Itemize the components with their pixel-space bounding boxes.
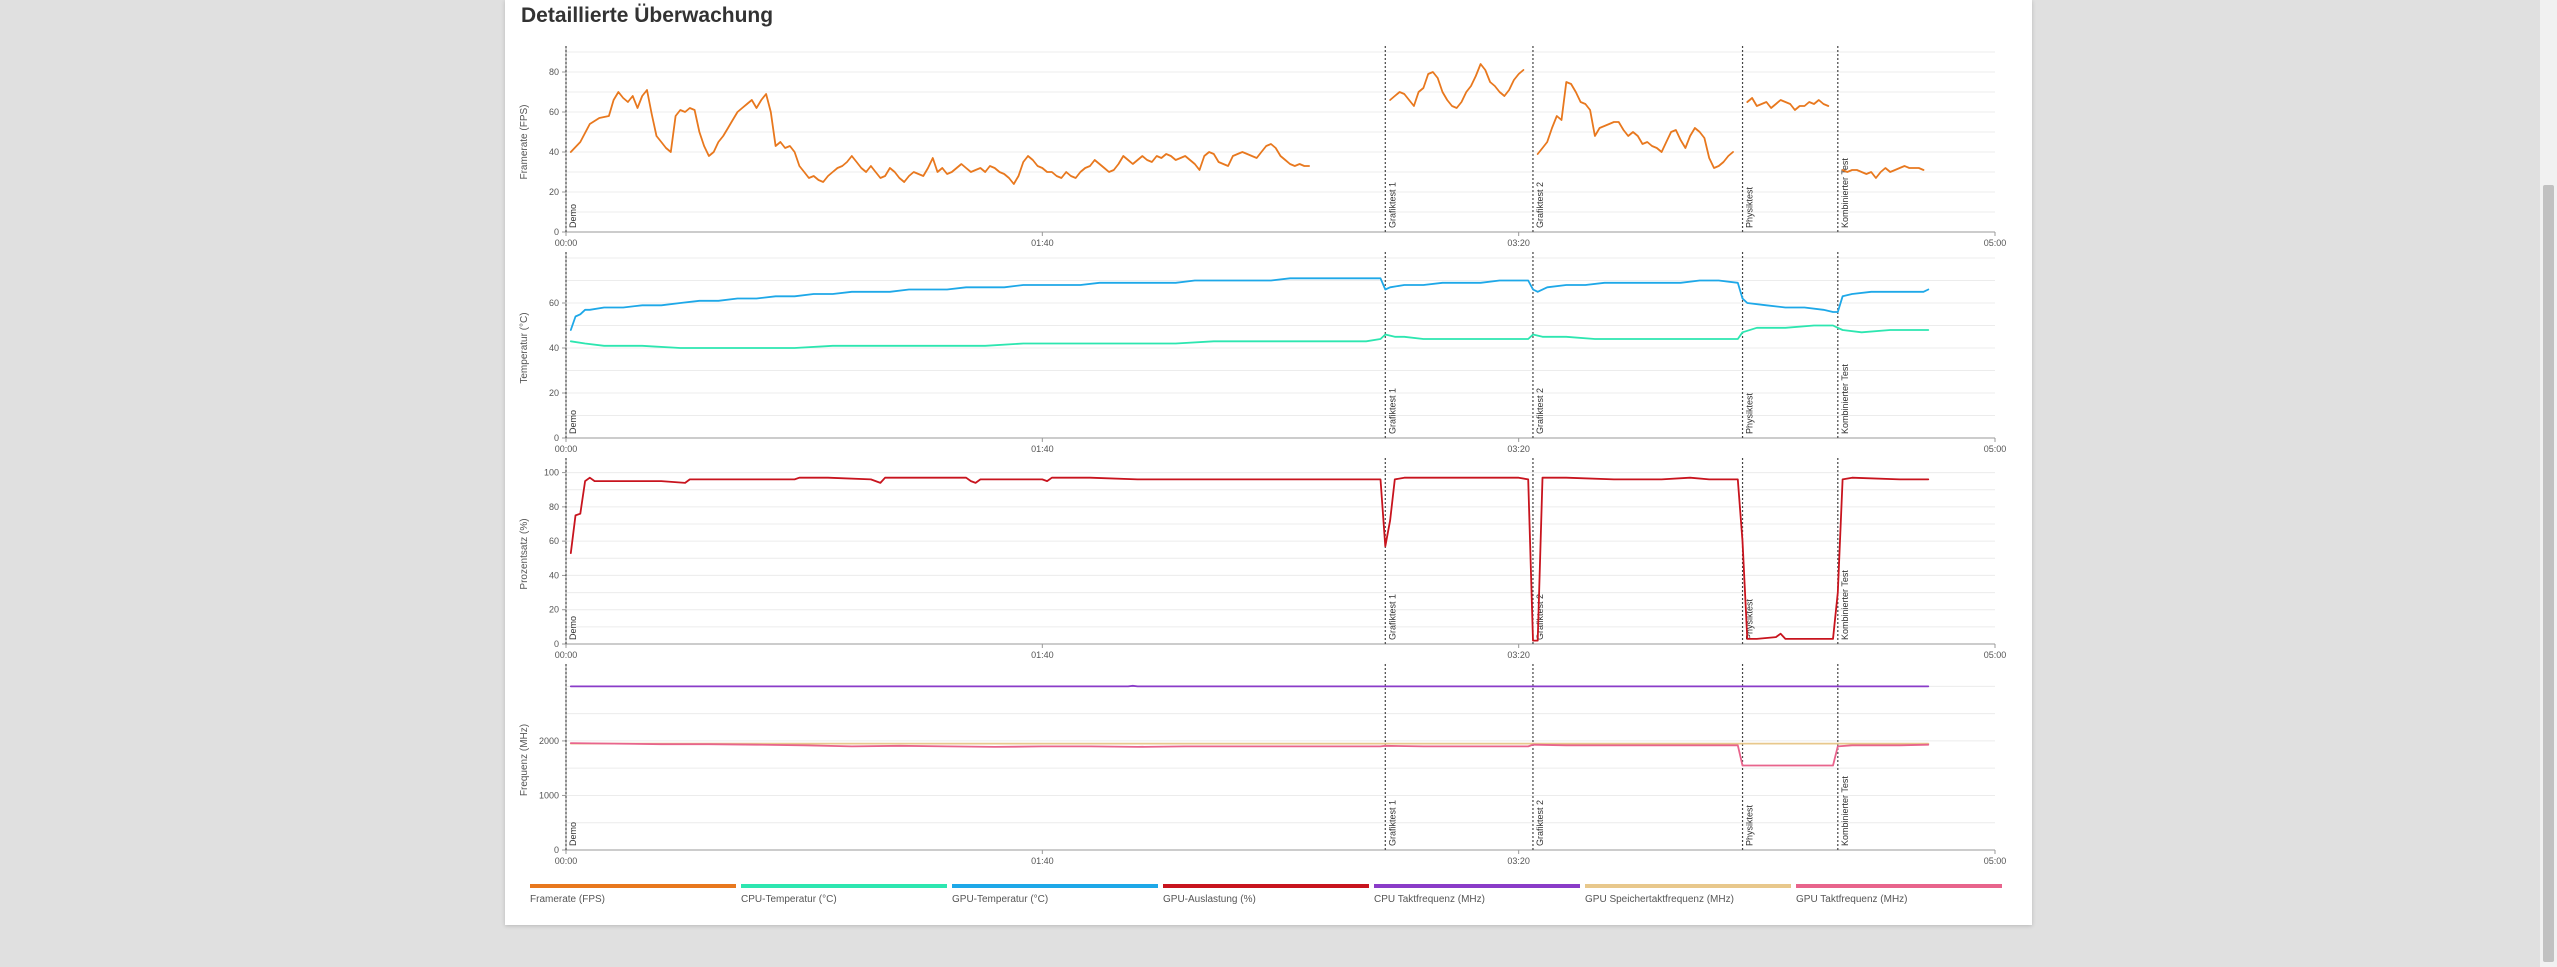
y-tick-label: 0 [554, 639, 559, 649]
test-marker-label: Kombinierter Test [1840, 158, 1850, 228]
legend-label: GPU Taktfrequenz (MHz) [1796, 894, 1908, 905]
x-tick-label: 00:00 [555, 238, 578, 248]
legend-item[interactable]: GPU Taktfrequenz (MHz) [1796, 884, 2002, 905]
test-marker-label: Physiktest [1745, 186, 1755, 228]
y-tick-label: 40 [549, 570, 559, 580]
y-tick-label: 2000 [539, 736, 559, 746]
legend-item[interactable]: GPU Speichertaktfrequenz (MHz) [1585, 884, 1791, 905]
test-marker-label: Grafiktest 1 [1387, 182, 1397, 228]
series-line [569, 684, 1930, 688]
series-line [1746, 97, 1830, 111]
test-marker-label: Grafiktest 2 [1535, 182, 1545, 228]
test-marker-label: Physiktest [1745, 392, 1755, 434]
series-line [569, 742, 1930, 767]
test-marker-label: Demo [568, 822, 578, 846]
x-tick-label: 00:00 [555, 856, 578, 866]
chart-panel-3: 0 20 40 60 80 100 00:00 01:40 03:20 05:00 Prozents… [519, 458, 2006, 660]
y-tick-label: 0 [554, 227, 559, 237]
x-tick-label: 05:00 [1984, 650, 2007, 660]
y-tick-label: 60 [549, 298, 559, 308]
legend-label: GPU Speichertaktfrequenz (MHz) [1585, 894, 1734, 905]
x-tick-label: 00:00 [555, 444, 578, 454]
y-tick-label: 20 [549, 187, 559, 197]
x-tick-label: 05:00 [1984, 856, 2007, 866]
series-line [569, 89, 1310, 185]
legend-swatch [1585, 884, 1791, 888]
legend-label: GPU-Temperatur (°C) [952, 894, 1048, 905]
chart-panel-2: 0 20 40 60 00:00 01:40 03:20 05:00 Temperatur (°… [519, 252, 2006, 454]
legend-item[interactable]: GPU-Temperatur (°C) [952, 884, 1158, 905]
x-tick-label: 03:20 [1507, 856, 1530, 866]
test-marker-label: Grafiktest 2 [1535, 594, 1545, 640]
x-tick-label: 01:40 [1031, 650, 1054, 660]
page-title: Detaillierte Überwachung [521, 4, 774, 27]
legend-swatch [1163, 884, 1369, 888]
x-tick-label: 01:40 [1031, 444, 1054, 454]
test-marker-label: Demo [568, 410, 578, 434]
test-marker-label: Demo [568, 616, 578, 640]
test-marker-label: Demo [568, 204, 578, 228]
y-tick-label: 60 [549, 107, 559, 117]
test-marker-label: Kombinierter Test [1840, 776, 1850, 846]
legend-swatch [530, 884, 736, 888]
y-tick-label: 0 [554, 433, 559, 443]
legend-swatch [1796, 884, 2002, 888]
y-tick-label: 100 [544, 468, 559, 478]
y-axis-label: Frequenz (MHz) [519, 724, 530, 796]
x-tick-label: 01:40 [1031, 238, 1054, 248]
legend-label: CPU-Temperatur (°C) [741, 894, 837, 905]
scrollbar-thumb[interactable] [2543, 185, 2554, 962]
test-marker-label: Physiktest [1745, 598, 1755, 640]
chart-panel-4: 0 1000 2000 00:00 01:40 03:20 05:00 Frequenz (M… [519, 664, 2006, 866]
legend-swatch [741, 884, 947, 888]
series-line [569, 476, 1930, 642]
y-tick-label: 80 [549, 67, 559, 77]
legend-label: Framerate (FPS) [530, 894, 605, 905]
legend-item[interactable]: CPU-Temperatur (°C) [741, 884, 947, 905]
y-tick-label: 60 [549, 536, 559, 546]
test-marker-label: Kombinierter Test [1840, 570, 1850, 640]
x-tick-label: 05:00 [1984, 444, 2007, 454]
test-marker-label: Physiktest [1745, 804, 1755, 846]
series-line [569, 277, 1930, 331]
chart-panel-1: 0 20 40 60 80 00:00 01:40 03:20 05:00 Framerate (… [519, 46, 2006, 248]
x-tick-label: 01:40 [1031, 856, 1054, 866]
legend-swatch [952, 884, 1158, 888]
legend-label: GPU-Auslastung (%) [1163, 894, 1256, 905]
test-marker-label: Grafiktest 2 [1535, 800, 1545, 846]
legend-label: CPU Taktfrequenz (MHz) [1374, 894, 1485, 905]
legend-item[interactable]: CPU Taktfrequenz (MHz) [1374, 884, 1580, 905]
legend: Framerate (FPS) CPU-Temperatur (°C) GPU-Te… [530, 884, 2002, 905]
monitoring-card [505, 0, 2032, 925]
test-marker-label: Kombinierter Test [1840, 364, 1850, 434]
x-tick-label: 03:20 [1507, 650, 1530, 660]
y-tick-label: 20 [549, 605, 559, 615]
series-line [569, 324, 1930, 349]
test-marker-label: Grafiktest 1 [1387, 388, 1397, 434]
series-line [1841, 165, 1925, 179]
y-tick-label: 20 [549, 388, 559, 398]
x-tick-label: 03:20 [1507, 238, 1530, 248]
y-tick-label: 40 [549, 147, 559, 157]
y-tick-label: 40 [549, 343, 559, 353]
y-tick-label: 1000 [539, 790, 559, 800]
series-line [1536, 81, 1734, 169]
test-marker-label: Grafiktest 1 [1387, 800, 1397, 846]
x-tick-label: 00:00 [555, 650, 578, 660]
legend-item[interactable]: GPU-Auslastung (%) [1163, 884, 1369, 905]
y-tick-label: 80 [549, 502, 559, 512]
test-marker-label: Grafiktest 1 [1387, 594, 1397, 640]
y-axis-label: Framerate (FPS) [519, 104, 530, 179]
series-line [1389, 63, 1525, 109]
y-axis-label: Temperatur (°C) [519, 312, 530, 383]
x-tick-label: 03:20 [1507, 444, 1530, 454]
y-axis-label: Prozentsatz (%) [519, 518, 530, 589]
legend-item[interactable]: Framerate (FPS) [530, 884, 736, 905]
legend-swatch [1374, 884, 1580, 888]
x-tick-label: 05:00 [1984, 238, 2007, 248]
y-tick-label: 0 [554, 845, 559, 855]
test-marker-label: Grafiktest 2 [1535, 388, 1545, 434]
